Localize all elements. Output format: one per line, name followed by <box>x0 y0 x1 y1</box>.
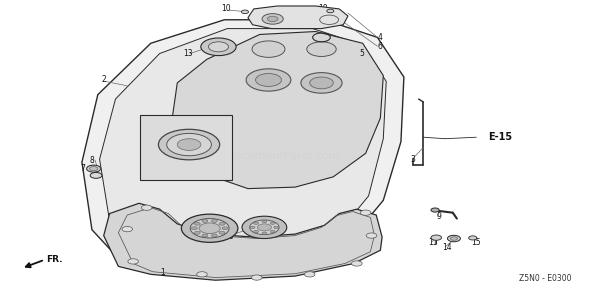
Circle shape <box>202 234 208 237</box>
Text: E-15: E-15 <box>488 132 512 142</box>
Text: 5: 5 <box>359 49 364 58</box>
Text: 1: 1 <box>160 268 165 277</box>
Circle shape <box>159 129 219 160</box>
Text: 11: 11 <box>428 238 438 248</box>
Circle shape <box>262 220 267 223</box>
Polygon shape <box>82 20 404 278</box>
Text: 15: 15 <box>471 237 481 247</box>
Circle shape <box>201 38 236 55</box>
Circle shape <box>254 222 258 224</box>
Circle shape <box>431 235 441 240</box>
Text: 16: 16 <box>224 232 234 241</box>
Circle shape <box>222 227 228 230</box>
Text: 4: 4 <box>378 33 383 42</box>
Circle shape <box>327 9 334 13</box>
Circle shape <box>304 272 315 277</box>
Polygon shape <box>171 32 384 189</box>
Text: FR.: FR. <box>47 255 63 264</box>
Text: 10: 10 <box>221 4 231 12</box>
Circle shape <box>257 224 271 231</box>
Circle shape <box>307 42 336 56</box>
Text: 12: 12 <box>252 229 261 238</box>
Text: 10: 10 <box>319 4 328 12</box>
Circle shape <box>211 234 217 237</box>
Circle shape <box>262 232 267 235</box>
Circle shape <box>447 235 460 242</box>
Circle shape <box>87 165 101 172</box>
Circle shape <box>255 73 281 86</box>
Circle shape <box>167 133 211 156</box>
Circle shape <box>366 233 377 238</box>
Circle shape <box>202 219 208 222</box>
Circle shape <box>122 227 133 232</box>
Circle shape <box>219 222 225 225</box>
Circle shape <box>190 219 229 238</box>
Circle shape <box>360 210 371 215</box>
Circle shape <box>211 219 217 222</box>
Text: 12: 12 <box>203 227 212 236</box>
Circle shape <box>196 272 207 277</box>
Circle shape <box>199 223 220 234</box>
Text: 6: 6 <box>378 42 383 51</box>
Circle shape <box>90 167 98 171</box>
Circle shape <box>242 216 287 239</box>
Text: Z5N0 - E0300: Z5N0 - E0300 <box>519 274 572 283</box>
Circle shape <box>252 41 285 57</box>
Circle shape <box>250 220 279 235</box>
Circle shape <box>262 14 283 24</box>
Circle shape <box>431 208 439 212</box>
Circle shape <box>246 69 291 91</box>
Circle shape <box>450 237 457 240</box>
Circle shape <box>270 222 275 224</box>
Circle shape <box>194 222 200 225</box>
Polygon shape <box>248 6 348 29</box>
Circle shape <box>208 42 228 52</box>
Circle shape <box>352 261 362 266</box>
Circle shape <box>241 10 248 14</box>
Text: 8: 8 <box>90 156 94 165</box>
Circle shape <box>254 230 258 233</box>
Polygon shape <box>104 203 382 280</box>
Circle shape <box>270 230 275 233</box>
Circle shape <box>250 226 255 229</box>
Polygon shape <box>100 29 386 271</box>
Circle shape <box>181 214 238 242</box>
Circle shape <box>274 226 278 229</box>
Text: 13: 13 <box>183 49 193 58</box>
Circle shape <box>90 173 102 178</box>
Circle shape <box>219 231 225 234</box>
Text: 7: 7 <box>81 163 86 173</box>
Text: 2: 2 <box>101 76 106 84</box>
Circle shape <box>128 259 139 264</box>
Circle shape <box>468 236 477 240</box>
Text: 14: 14 <box>442 243 452 253</box>
Polygon shape <box>140 115 232 180</box>
Circle shape <box>142 205 152 210</box>
Circle shape <box>177 139 201 150</box>
Circle shape <box>310 77 333 89</box>
Text: eReplacementParts.com: eReplacementParts.com <box>204 151 340 161</box>
Circle shape <box>251 275 262 280</box>
Circle shape <box>191 227 197 230</box>
Circle shape <box>194 231 200 234</box>
Circle shape <box>267 16 278 22</box>
Text: 3: 3 <box>410 155 415 164</box>
Circle shape <box>301 73 342 93</box>
Text: 9: 9 <box>437 212 442 221</box>
